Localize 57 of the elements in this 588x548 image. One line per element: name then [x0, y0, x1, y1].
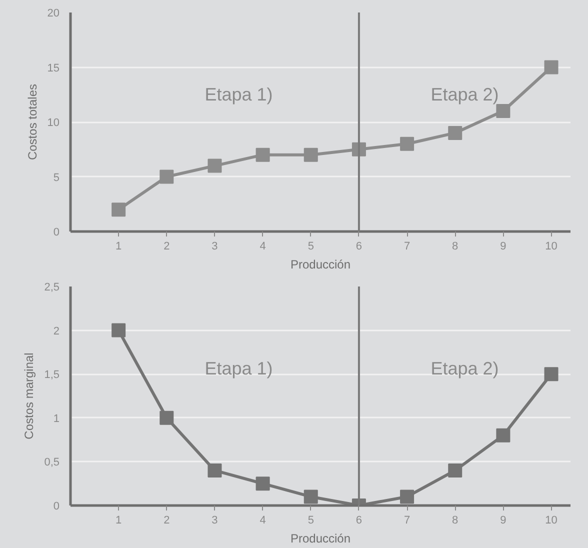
point [208, 158, 222, 173]
x-tick-label: 3 [212, 514, 218, 526]
x-tick-label: 7 [404, 514, 410, 526]
y-tick-label: 1 [53, 412, 60, 425]
x-tick-label: 1 [116, 514, 122, 526]
y-tick-label: 0 [53, 500, 60, 512]
y-axis-title: Costos marginal [22, 352, 36, 440]
point [496, 428, 510, 442]
point [256, 148, 270, 162]
x-tick-label: 2 [164, 514, 170, 526]
x-tick-label: 5 [308, 240, 314, 252]
y-tick-label: 2,5 [44, 282, 60, 294]
y-tick-label: 2 [53, 325, 60, 338]
point [208, 463, 222, 478]
annotation: Etapa 2) [430, 84, 499, 104]
annotation: Etapa 1) [204, 358, 273, 378]
point [448, 463, 462, 478]
y-tick-label: 0,5 [44, 456, 60, 469]
point [112, 202, 126, 217]
x-tick-label: 4 [260, 514, 266, 526]
point [544, 60, 558, 74]
annotation: Etapa 1) [204, 84, 273, 104]
x-tick-label: 10 [545, 514, 558, 526]
annotation: Etapa 2) [430, 358, 499, 378]
point [304, 490, 318, 504]
y-tick-label: 0 [53, 226, 60, 238]
y-tick-label: 10 [47, 117, 60, 129]
x-tick-label: 6 [356, 514, 362, 526]
point [496, 104, 510, 118]
x-tick-label: 5 [308, 514, 314, 526]
x-tick-label: 9 [500, 514, 506, 526]
point [400, 136, 414, 151]
x-axis-title: Producción [290, 532, 351, 546]
point [448, 126, 462, 140]
point [304, 148, 318, 162]
point [160, 170, 174, 184]
point [112, 323, 126, 338]
x-tick-label: 1 [116, 240, 122, 252]
x-tick-label: 2 [164, 240, 170, 252]
y-tick-label: 1,5 [44, 369, 60, 382]
x-tick-label: 8 [452, 240, 458, 252]
point [160, 410, 174, 425]
y-tick-label: 20 [47, 8, 60, 20]
x-tick-label: 8 [452, 514, 458, 526]
point [256, 476, 270, 491]
y-axis-title: Costos totales [25, 84, 40, 160]
x-tick-label: 10 [545, 240, 558, 252]
point [544, 367, 558, 382]
x-axis-title: Producción [290, 258, 351, 272]
y-tick-label: 15 [47, 62, 60, 74]
point [400, 490, 414, 504]
x-tick-label: 6 [356, 240, 362, 252]
x-tick-label: 7 [404, 240, 410, 252]
x-tick-label: 9 [500, 240, 506, 252]
x-tick-label: 4 [260, 240, 266, 252]
y-tick-label: 5 [53, 172, 60, 184]
x-tick-label: 3 [212, 240, 218, 252]
